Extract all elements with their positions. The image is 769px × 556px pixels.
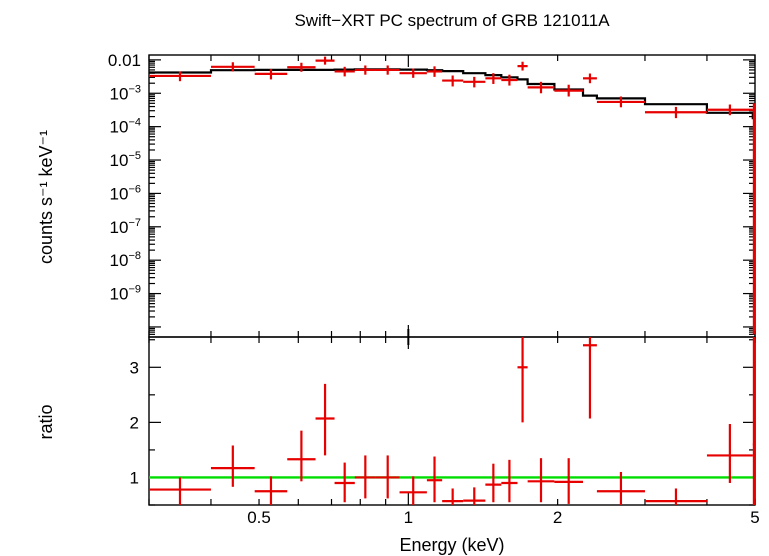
- ratio-data-point: [501, 459, 518, 503]
- spectrum-data-point: [644, 106, 707, 119]
- spectrum-y-tick-label: 10−4: [110, 117, 141, 137]
- ratio-data-point: [752, 337, 756, 505]
- ratio-data-point: [554, 458, 584, 504]
- ratio-data-point: [596, 471, 645, 505]
- spectrum-data-point: [517, 61, 528, 71]
- ratio-data-point: [254, 476, 288, 505]
- ratio-data-point: [149, 477, 211, 505]
- ratio-data-point: [442, 488, 464, 505]
- spectrum-y-tick-label: 10−8: [110, 250, 141, 270]
- ratio-data-point: [210, 445, 255, 487]
- spectrum-data-point: [463, 76, 486, 88]
- spectrum-data-point: [210, 62, 255, 72]
- ratio-y-axis-label: ratio: [36, 404, 56, 439]
- ratio-y-tick-label: 1: [130, 468, 139, 487]
- x-axis-label: Energy (keV): [399, 535, 504, 555]
- x-tick-label: 5: [750, 508, 759, 527]
- spectrum-data-point: [596, 96, 645, 108]
- spectrum-panel: 0.01 10−3 10−4 10−5 10−6 10−7 10−8 10−9: [108, 51, 756, 345]
- spectrum-y-tick-label: 0.01: [108, 51, 141, 70]
- chart-title: Swift−XRT PC spectrum of GRB 121011A: [294, 11, 610, 30]
- spectrum-y-tick-label: 10−6: [110, 183, 141, 203]
- spectrum-y-tick-label: 10−9: [110, 284, 141, 304]
- spectrum-y-axis-label: counts s⁻¹ keV⁻¹: [36, 130, 56, 264]
- spectrum-data-point: [315, 56, 335, 65]
- ratio-data-point: [287, 430, 316, 482]
- spectrum-y-tick-label: 10−7: [110, 217, 141, 237]
- ratio-data-point: [399, 476, 427, 505]
- ratio-data-point: [354, 455, 376, 499]
- x-tick-label: 2: [553, 508, 562, 527]
- ratio-y-tick-label: 2: [130, 413, 139, 432]
- spectrum-data-point: [287, 62, 316, 72]
- spectrum-data-point: [554, 84, 584, 97]
- spectrum-data-point: [426, 66, 443, 77]
- spectrum-data-point: [149, 71, 211, 82]
- ratio-data-point: [463, 487, 486, 505]
- spectrum-data-point: [501, 74, 518, 86]
- model-step-line: [149, 68, 755, 120]
- ratio-data-point: [527, 458, 555, 503]
- spectrum-data-point: [752, 103, 756, 335]
- ratio-data-point: [485, 463, 502, 503]
- ratio-data-point: [517, 337, 528, 423]
- spectrum-frame: [148, 54, 756, 338]
- spectrum-data-point: [254, 69, 288, 80]
- spectrum-data-point: [334, 66, 355, 77]
- spectrum-data-point: [583, 73, 597, 84]
- spectrum-data-point: [442, 75, 464, 87]
- spectrum-data-point: [375, 65, 400, 75]
- ratio-data-point: [644, 488, 707, 505]
- ratio-data-point: [375, 455, 400, 499]
- ratio-y-tick-label: 3: [130, 358, 139, 377]
- ratio-data-point: [315, 383, 335, 456]
- ratio-data-point: [334, 462, 355, 503]
- ratio-data-point: [426, 456, 443, 503]
- spectrum-data-point: [706, 104, 753, 116]
- ratio-data-point: [583, 337, 597, 419]
- spectrum-y-tick-label: 10−5: [110, 150, 141, 170]
- spectrum-data-point: [485, 73, 502, 84]
- ratio-panel: 1 2 3 0.5 1 2 5: [130, 336, 760, 527]
- spectrum-data-point: [399, 68, 427, 78]
- spectrum-data-point: [527, 81, 555, 94]
- spectrum-y-tick-label: 10−3: [110, 83, 141, 103]
- ratio-data-point: [706, 424, 753, 483]
- ratio-frame: [148, 336, 756, 506]
- spectrum-data-point: [354, 65, 376, 75]
- x-tick-label: 1: [404, 508, 413, 527]
- x-tick-label: 0.5: [247, 508, 271, 527]
